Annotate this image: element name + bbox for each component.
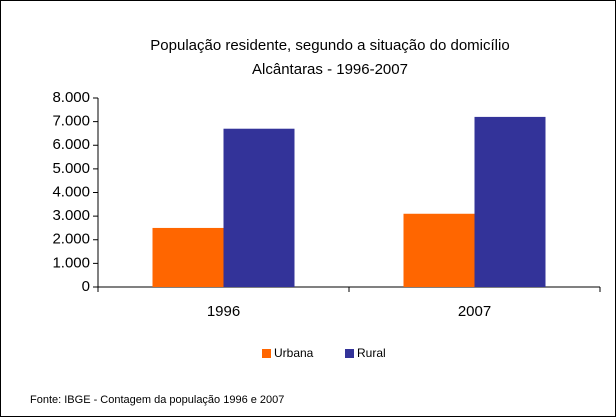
bar [474, 116, 546, 288]
x-tick-label: 1996 [207, 303, 240, 320]
chart-subtitle: Alcântaras - 1996-2007 [252, 61, 408, 78]
legend-swatch [345, 349, 354, 358]
chart-title: População residente, segundo a situação … [150, 37, 509, 54]
y-tick-label: 2.000 [52, 231, 90, 248]
bar [223, 128, 295, 287]
legend-label: Urbana [274, 346, 314, 360]
y-tick-label: 7.000 [52, 113, 90, 130]
y-tick-label: 8.000 [52, 89, 90, 106]
y-tick-label: 5.000 [52, 160, 90, 177]
x-tick-label: 2007 [458, 303, 491, 320]
legend-swatch [262, 349, 271, 358]
y-tick-label: 4.000 [52, 183, 90, 200]
y-tick-label: 3.000 [52, 207, 90, 224]
y-tick-label: 0 [82, 278, 90, 295]
source-note: Fonte: IBGE - Contagem da população 1996… [30, 394, 284, 406]
bar [403, 213, 475, 287]
y-tick-label: 1.000 [52, 254, 90, 271]
bar [152, 227, 224, 287]
legend-label: Rural [357, 346, 386, 360]
y-tick-label: 6.000 [52, 136, 90, 153]
